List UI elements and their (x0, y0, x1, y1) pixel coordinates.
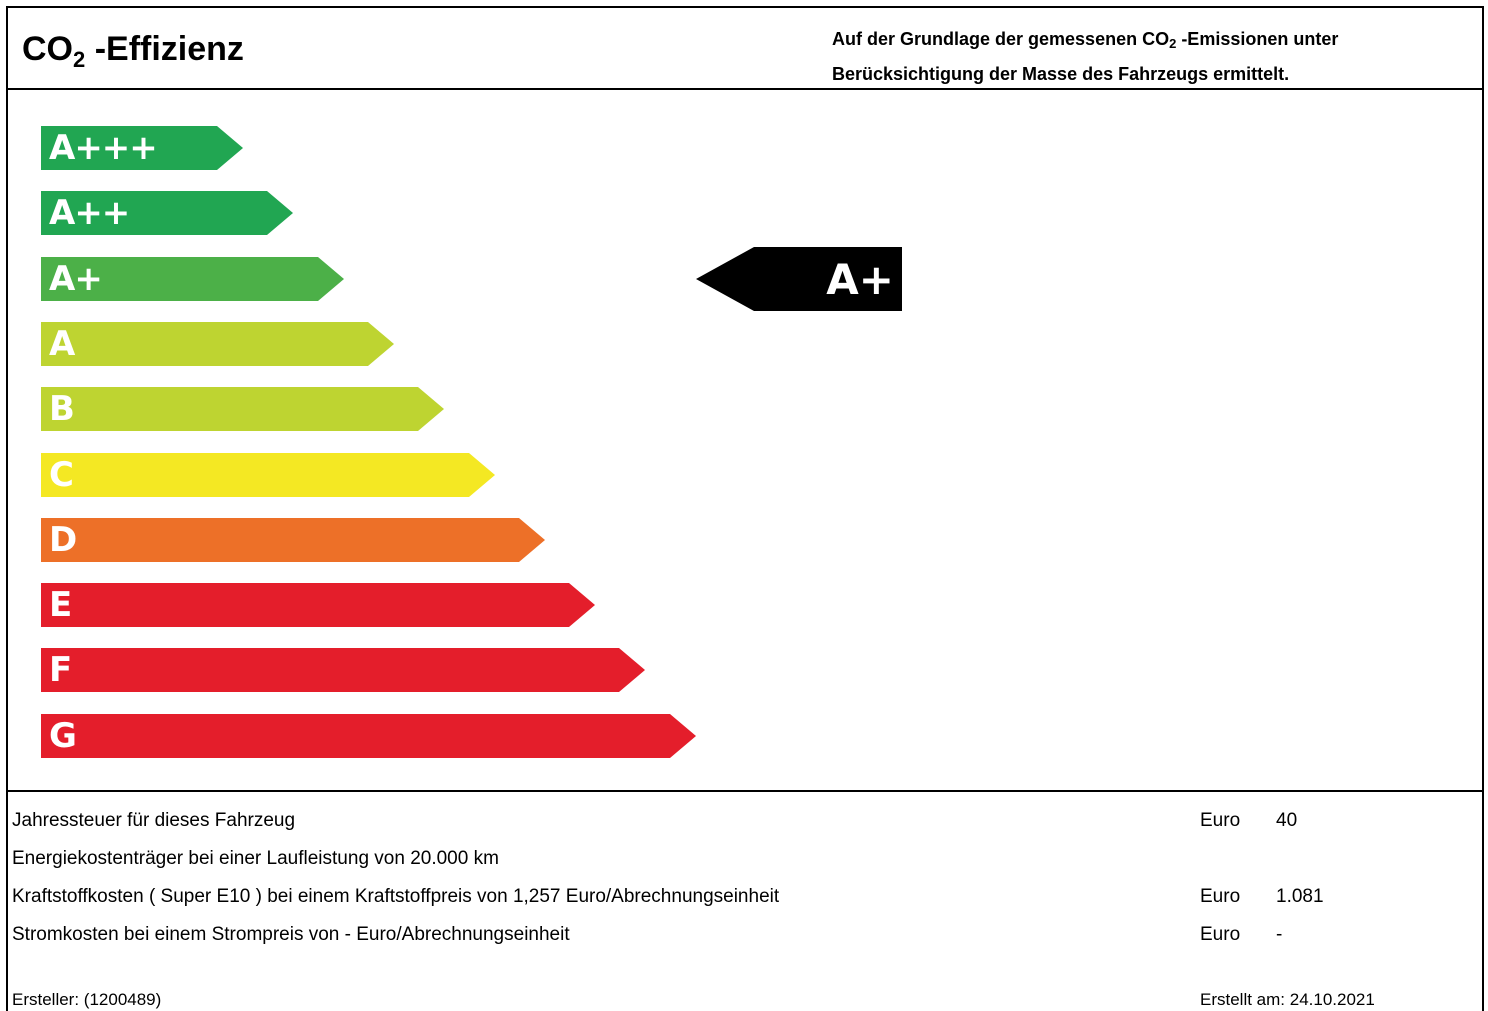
efficiency-bar-shape (41, 453, 495, 497)
efficiency-bar-label: G (49, 716, 77, 756)
efficiency-bar-label: E (49, 585, 72, 625)
info-row-value: - (1276, 924, 1283, 945)
current-class-indicator: A+ (696, 247, 902, 311)
efficiency-bar-label: C (49, 455, 74, 495)
efficiency-bar: A+ (41, 257, 344, 301)
efficiency-bar-label: A+ (49, 259, 103, 299)
creator-text: Ersteller: (1200489) (12, 990, 162, 1009)
info-row-label: Jahressteuer für dieses Fahrzeug (12, 810, 296, 831)
efficiency-bar-label: B (49, 389, 75, 429)
efficiency-bar-label: A (49, 324, 75, 364)
efficiency-bar: F (41, 648, 645, 692)
efficiency-bar-shape (41, 322, 394, 366)
efficiency-bar-label: A+++ (49, 128, 158, 168)
efficiency-bar-shape (41, 518, 545, 562)
current-class-label: A+ (826, 254, 894, 304)
info-row-label: Energiekostenträger bei einer Laufleistu… (12, 848, 499, 869)
page-title: CO2 -Effizienz (22, 30, 244, 72)
label-header: CO2 -Effizienz Auf der Grundlage der gem… (8, 8, 1482, 90)
efficiency-scale: A+++ A++ A+ A B C D E F G A+ (8, 92, 1482, 792)
info-row-value: 40 (1276, 810, 1298, 831)
efficiency-bar-shape (41, 126, 243, 170)
indicator-arrow-shape (696, 247, 902, 311)
efficiency-bar: B (41, 387, 444, 431)
efficiency-bar-shape (41, 387, 444, 431)
efficiency-bar: G (41, 714, 696, 758)
efficiency-bar-shape (41, 714, 696, 758)
efficiency-bar-label: F (49, 650, 72, 690)
efficiency-bar: D (41, 518, 545, 562)
label-subtitle: Auf der Grundlage der gemessenen CO2 -Em… (832, 29, 1339, 84)
efficiency-bar: C (41, 453, 495, 497)
efficiency-bar-shape (41, 191, 293, 235)
efficiency-bar: A+++ (41, 126, 243, 170)
info-row-currency: Euro (1200, 886, 1241, 907)
info-row-electricity: Stromkosten bei einem Strompreis von - E… (12, 924, 1472, 950)
info-row-label: Kraftstoffkosten ( Super E10 ) bei einem… (12, 886, 780, 907)
info-row-value: 1.081 (1276, 886, 1324, 907)
efficiency-bar-shape (41, 257, 344, 301)
label-frame: CO2 -Effizienz Auf der Grundlage der gem… (6, 6, 1484, 1011)
efficiency-bar: A++ (41, 191, 293, 235)
info-row-currency: Euro (1200, 924, 1241, 945)
info-row-fuel: Kraftstoffkosten ( Super E10 ) bei einem… (12, 886, 1472, 912)
info-row-label: Stromkosten bei einem Strompreis von - E… (12, 924, 570, 945)
info-row-energy: Energiekostenträger bei einer Laufleistu… (12, 848, 1472, 874)
efficiency-bar-label: A++ (49, 193, 130, 233)
efficiency-bar-shape (41, 583, 595, 627)
info-row-tax: Jahressteuer für dieses Fahrzeug Euro 40 (12, 810, 1472, 836)
info-row-currency: Euro (1200, 810, 1241, 831)
efficiency-bar: E (41, 583, 595, 627)
efficiency-bar-shape (41, 648, 645, 692)
created-date: Erstellt am: 24.10.2021 (1200, 990, 1375, 1009)
efficiency-bar: A (41, 322, 394, 366)
efficiency-bar-label: D (49, 520, 77, 560)
